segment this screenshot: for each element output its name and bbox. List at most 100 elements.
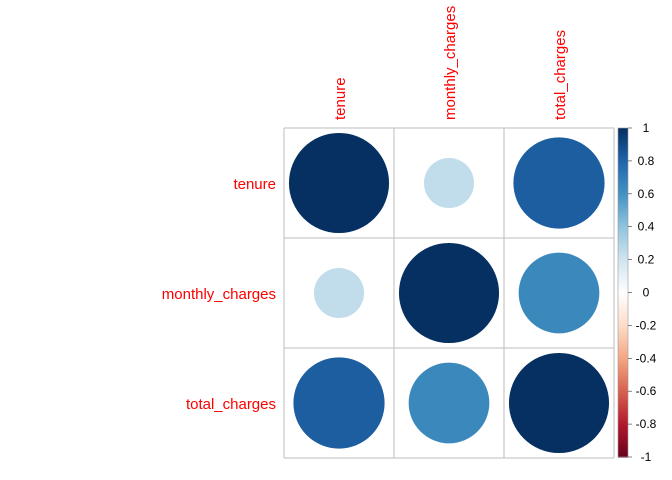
- colorbar-segment: [618, 327, 628, 330]
- row-label-tenure: tenure: [233, 176, 276, 193]
- colorbar-segment: [618, 211, 628, 215]
- colorbar-segment: [618, 437, 628, 440]
- colorbar-segment: [618, 142, 628, 146]
- colorbar-segment: [618, 424, 628, 427]
- corr-circle-total_charges-monthly_charges: [408, 362, 490, 444]
- colorbar-segment: [618, 299, 628, 302]
- colorbar-segment: [618, 356, 628, 359]
- colorbar-segment: [618, 435, 628, 438]
- colorbar-segment: [618, 128, 628, 131]
- colorbar-segment: [618, 317, 628, 320]
- colorbar-segment: [618, 429, 628, 432]
- colorbar-segment: [618, 157, 628, 160]
- colorbar-segment: [618, 213, 628, 216]
- colorbar-segment: [618, 277, 628, 280]
- colorbar-segment: [618, 282, 628, 285]
- colorbar-segment: [618, 261, 628, 264]
- colorbar-segment: [618, 274, 628, 277]
- colorbar-segment: [618, 307, 628, 310]
- colorbar-segment: [618, 346, 628, 350]
- colorbar-tick-label: -1: [641, 450, 652, 464]
- colorbar-segment: [618, 169, 628, 172]
- colorbar-segment: [618, 249, 628, 252]
- colorbar-segment: [618, 259, 628, 262]
- colorbar-segment: [618, 246, 628, 249]
- colorbar-segment: [618, 369, 628, 373]
- colorbar-segment: [618, 179, 628, 182]
- colorbar-segment: [618, 210, 628, 213]
- colorbar-segment: [618, 430, 628, 433]
- colorbar-segment: [618, 331, 628, 335]
- colorbar-segment: [618, 137, 628, 141]
- colorbar-segment: [618, 228, 628, 231]
- colorbar-segment: [618, 218, 628, 221]
- colorbar-segment: [618, 308, 628, 312]
- colorbar-segment: [618, 146, 628, 149]
- colorbar-segment: [618, 257, 628, 261]
- corr-circle-monthly_charges-tenure: [313, 267, 365, 319]
- colorbar-segment: [618, 330, 628, 333]
- column-label-total_charges: total_charges: [552, 30, 569, 120]
- colorbar-segment: [618, 373, 628, 376]
- row-labels: tenure monthly_charges total_charges: [162, 176, 276, 413]
- colorbar-segment: [618, 172, 628, 175]
- colorbar-segment: [618, 340, 628, 343]
- colorbar-segment: [618, 284, 628, 287]
- colorbar-segment: [618, 200, 628, 203]
- corr-circle-total_charges-total_charges: [508, 352, 610, 454]
- colorbar-segment: [618, 422, 628, 425]
- colorbar-segment: [618, 180, 628, 183]
- colorbar-segment: [618, 401, 628, 404]
- colorbar-segment: [618, 453, 628, 456]
- colorbar-segment: [618, 266, 628, 269]
- colorbar-segment: [618, 295, 628, 299]
- colorbar-segment: [618, 442, 628, 445]
- colorbar-segment: [618, 440, 628, 443]
- colorbar-segment: [618, 193, 628, 197]
- colorbar-segment: [618, 225, 628, 228]
- colorbar-segment: [618, 384, 628, 387]
- colorbar-segment: [618, 174, 628, 177]
- colorbar-segment: [618, 177, 628, 180]
- colorbar-segment: [618, 149, 628, 152]
- colorbar-segment: [618, 254, 628, 257]
- colorbar-segment: [618, 154, 628, 157]
- colorbar-segment: [618, 223, 628, 226]
- colorbar-segment: [618, 382, 628, 386]
- colorbar-segment: [618, 139, 628, 142]
- colorbar-segment: [618, 417, 628, 420]
- colorbar-segment: [618, 389, 628, 392]
- colorbar-segment: [618, 294, 628, 297]
- colorbar-segment: [618, 406, 628, 409]
- colorbar-segment: [618, 432, 628, 435]
- corr-circle-monthly_charges-monthly_charges: [398, 242, 500, 344]
- colorbar-segment: [618, 427, 628, 430]
- colorbar-segment: [618, 164, 628, 167]
- colorbar-segment: [618, 167, 628, 170]
- colorbar-segment: [618, 358, 628, 361]
- row-label-monthly_charges: monthly_charges: [162, 286, 276, 303]
- colorbar-segment: [618, 312, 628, 315]
- colorbar-segment: [618, 318, 628, 322]
- colorbar-segment: [618, 302, 628, 305]
- colorbar-segment: [618, 234, 628, 238]
- colorbar-segment: [618, 155, 628, 159]
- colorbar-segment: [618, 304, 628, 307]
- colorbar-tick-label: -0.6: [636, 384, 657, 398]
- colorbar-segment: [618, 345, 628, 348]
- colorbar-segment: [618, 415, 628, 419]
- colorbar-segment: [618, 412, 628, 415]
- colorbar-segment: [618, 197, 628, 200]
- colorbar-segment: [618, 185, 628, 188]
- colorbar-segment: [618, 322, 628, 325]
- colorbar-segment: [618, 160, 628, 164]
- colorbar-segment: [618, 448, 628, 452]
- colorbar-segment: [618, 350, 628, 353]
- colorbar-tick-label: 1: [643, 121, 650, 135]
- colorbar-segment: [618, 359, 628, 363]
- colorbar-segment: [618, 320, 628, 323]
- colorbar-segment: [618, 333, 628, 336]
- colorbar-tick-label: -0.4: [636, 351, 657, 365]
- colorbar-segment: [618, 297, 628, 300]
- colorbar-segment: [618, 221, 628, 225]
